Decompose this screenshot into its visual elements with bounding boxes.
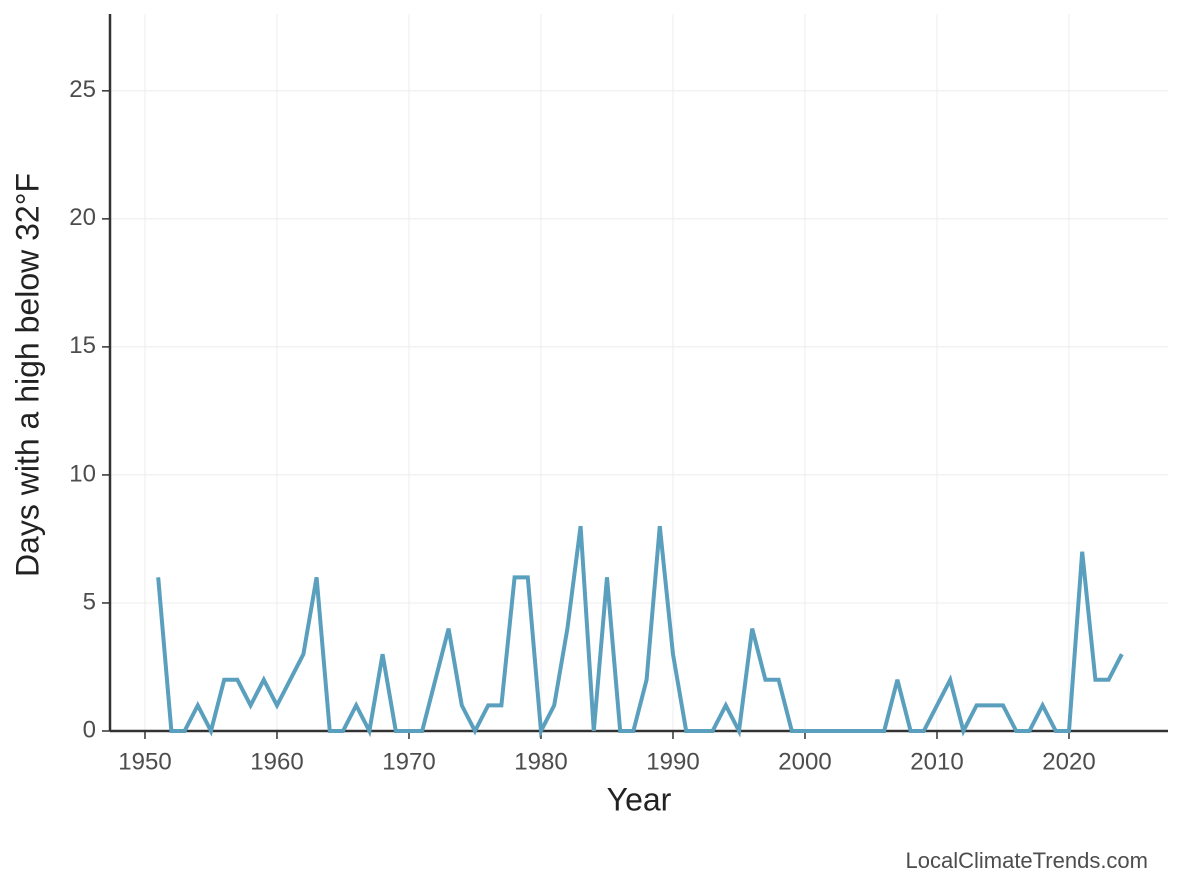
x-tick-label: 1990	[646, 748, 699, 775]
y-tick-label: 10	[69, 460, 96, 487]
x-tick-label: 2010	[910, 748, 963, 775]
x-axis-title: Year	[607, 781, 672, 817]
y-tick-label: 0	[83, 716, 96, 743]
x-tick-label: 2020	[1042, 748, 1095, 775]
y-axis-title: Days with a high below 32°F	[9, 173, 45, 577]
y-tick-label: 25	[69, 76, 96, 103]
source: LocalClimateTrends.com	[906, 848, 1149, 873]
data-line	[156, 525, 1124, 739]
x-tick-label: 1970	[382, 748, 435, 775]
y-tick-label: 15	[69, 332, 96, 359]
x-tick-label: 2000	[778, 748, 831, 775]
y-tick-label: 5	[83, 588, 96, 615]
x-tick-label: 1980	[514, 748, 567, 775]
x-tick-label: 1950	[118, 748, 171, 775]
x-tick-label: 1960	[250, 748, 303, 775]
y-tick-label: 20	[69, 204, 96, 231]
